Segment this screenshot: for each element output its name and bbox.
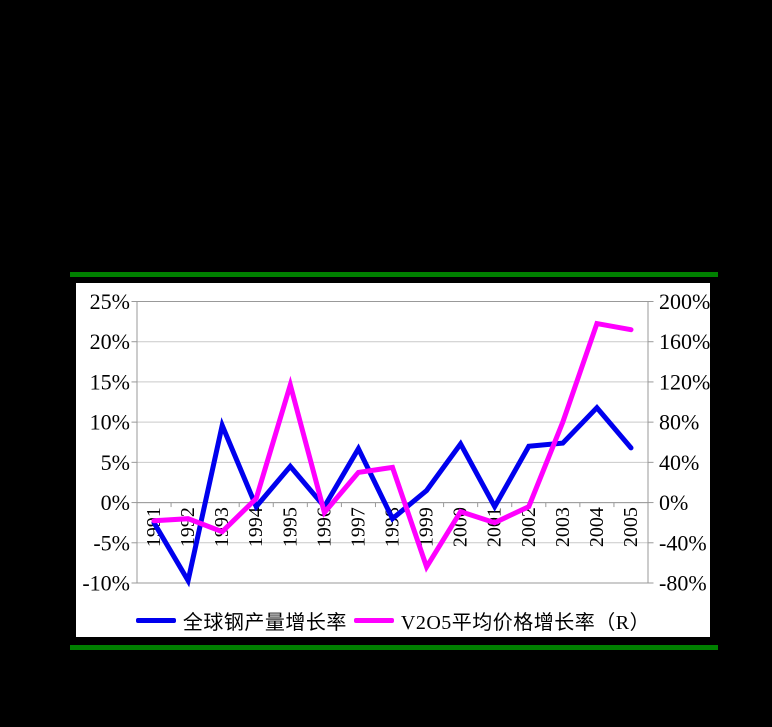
left-axis-label: 25% [90,289,130,314]
right-axis-label: 80% [659,410,699,435]
x-axis-year-label: 1999 [416,507,438,547]
bottom-divider-line [70,645,718,650]
x-axis-year-label: 2001 [484,507,506,547]
x-axis-year-label: 2003 [552,507,574,547]
right-axis-label: 0% [659,490,688,515]
plot-border [136,301,649,584]
dual-axis-line-chart: 25% 200% 20% 160% 15% 120% 10% 80% 5% 40% 0% 0% -5% -… [82,289,710,596]
left-axis-label: 20% [90,329,130,354]
x-axis-year-label: 1997 [347,507,369,547]
left-axis-label: 10% [90,410,130,435]
x-axis-year-label: 1996 [313,507,335,547]
left-axis-label: -5% [93,530,130,555]
chart-panel: 25% 200% 20% 160% 15% 120% 10% 80% 5% 40% 0% 0% -5% -… [76,283,710,637]
left-axis-label: 5% [101,450,130,475]
legend-label-v2o5-price: V2O5平均价格增长率（R） [400,611,651,634]
legend-swatch-v2o5-price [353,617,394,623]
right-axis-label: 40% [659,450,699,475]
x-axis-year-label: 1993 [211,507,233,547]
right-axis-label: -40% [659,530,707,555]
x-axis-year-label: 1995 [279,507,301,547]
x-axis-year-label: 2004 [586,507,608,547]
left-axis-label: -10% [82,571,130,596]
right-axis-label: 120% [659,369,710,394]
chart-legend: 全球钢产量增长率 V2O5平均价格增长率（R） [76,607,710,634]
right-axis-label: -80% [659,571,707,596]
top-divider-line [70,272,718,277]
left-axis-label: 0% [101,490,130,515]
x-axis-year-label: 2005 [620,507,642,547]
legend-swatch-steel-growth [135,617,176,623]
x-axis-year-label: 2002 [518,507,540,547]
x-axis-year-label: 1994 [245,507,267,547]
left-axis-label: 15% [90,369,130,394]
legend-label-steel-growth: 全球钢产量增长率 [182,611,347,634]
right-axis-label: 160% [659,329,710,354]
series-line-v2o5-price [151,320,634,573]
right-axis-label: 200% [659,289,710,314]
